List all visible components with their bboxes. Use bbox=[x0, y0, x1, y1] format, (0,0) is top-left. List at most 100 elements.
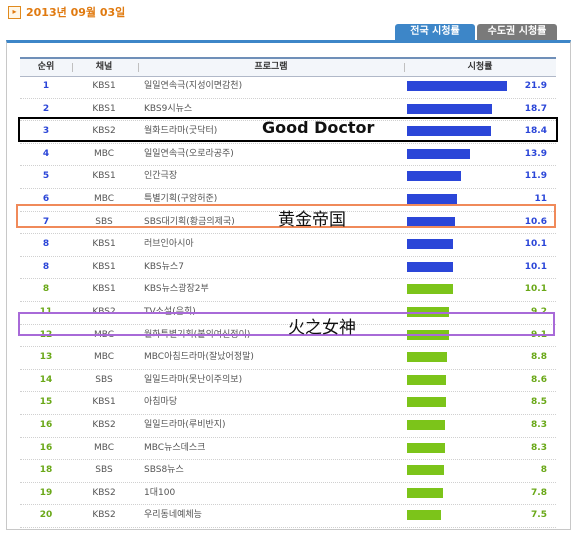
table-row: 15 KBS1 아침마당 8.5 bbox=[20, 392, 556, 415]
channel-cell: KBS1 bbox=[92, 239, 116, 250]
rating-bar bbox=[407, 193, 458, 204]
channel-cell: KBS1 bbox=[92, 397, 116, 408]
table-row: 16 MBC MBC뉴스데스크 8.3 bbox=[20, 438, 556, 461]
rating-value: 10.1 bbox=[524, 261, 547, 272]
rating-value: 8 bbox=[540, 465, 547, 476]
channel-cell: KBS1 bbox=[92, 171, 116, 182]
program-cell: KBS9시뉴스 bbox=[144, 103, 193, 114]
channel-cell: KBS1 bbox=[92, 261, 116, 272]
rank-cell: 2 bbox=[42, 103, 50, 114]
channel-cell: KBS2 bbox=[92, 419, 116, 430]
table-row: 18 SBS SBS8뉴스 8 bbox=[20, 460, 556, 483]
rating-value: 8.3 bbox=[531, 419, 547, 430]
table-row: 2 KBS1 KBS9시뉴스 18.7 bbox=[20, 99, 556, 122]
rank-cell: 16 bbox=[39, 419, 53, 430]
table-row: 8 KBS1 KBS뉴스광장2부 10.1 bbox=[20, 279, 556, 302]
annotation-label: Good Doctor bbox=[262, 118, 375, 138]
rank-cell: 13 bbox=[39, 352, 53, 363]
rank-cell: 7 bbox=[42, 216, 50, 227]
program-cell: SBS대기획(황금의제국) bbox=[144, 216, 235, 227]
rating-bar bbox=[407, 442, 445, 453]
rank-cell: 19 bbox=[39, 487, 53, 498]
rating-bar bbox=[407, 419, 445, 430]
table-row: 14 SBS 일일드라마(못난이주의보) 8.6 bbox=[20, 370, 556, 393]
rating-bar bbox=[407, 148, 471, 159]
rating-value: 10.1 bbox=[524, 239, 547, 250]
rating-value: 10.6 bbox=[524, 216, 547, 227]
program-cell: 1대100 bbox=[144, 487, 176, 498]
channel-cell: KBS1 bbox=[92, 81, 116, 91]
program-cell: SBS8뉴스 bbox=[144, 465, 184, 476]
rating-bar bbox=[407, 284, 454, 295]
column-header-program: 프로그램 bbox=[254, 62, 288, 72]
channel-cell: MBC bbox=[93, 148, 115, 159]
rank-cell: 8 bbox=[42, 284, 50, 295]
program-cell: 일일드라마(루비반지) bbox=[144, 419, 226, 430]
table-row: 16 KBS2 일일드라마(루비반지) 8.3 bbox=[20, 415, 556, 438]
rating-value: 8.3 bbox=[531, 442, 547, 453]
table-row: 1 KBS1 일일연속극(지성이면감천) 21.9 bbox=[20, 76, 556, 99]
rank-cell: 8 bbox=[42, 239, 50, 250]
rank-cell: 18 bbox=[39, 465, 53, 476]
tab-capital-area-ratings[interactable]: 수도권 시청률 bbox=[477, 24, 557, 40]
channel-cell: KBS1 bbox=[92, 284, 116, 295]
rating-bar bbox=[407, 261, 454, 272]
rating-bar bbox=[407, 352, 448, 363]
rank-cell: 6 bbox=[42, 193, 50, 204]
table-row: 6 MBC 특별기획(구암허준) 11 bbox=[20, 189, 556, 212]
rating-bar bbox=[407, 397, 446, 408]
table-row: 13 MBC MBC아침드라마(잘났어정말) 8.8 bbox=[20, 347, 556, 370]
tab-bar: 전국 시청률 수도권 시청률 bbox=[395, 24, 559, 40]
channel-cell: SBS bbox=[95, 465, 113, 476]
program-cell: 일일연속극(지성이면감천) bbox=[144, 81, 243, 91]
rank-cell: 8 bbox=[42, 261, 50, 272]
rank-cell: 5 bbox=[42, 171, 50, 182]
rating-bar bbox=[407, 171, 462, 182]
column-header-channel: 채널 bbox=[95, 62, 113, 72]
annotation-box bbox=[18, 117, 558, 142]
program-cell: MBC뉴스데스크 bbox=[144, 442, 206, 453]
table-row: 5 KBS1 인간극장 11.9 bbox=[20, 166, 556, 189]
program-cell: 월화드라마(굿닥터) bbox=[144, 126, 218, 137]
channel-cell: MBC bbox=[93, 193, 115, 204]
rating-bar bbox=[407, 510, 442, 521]
annotation-box bbox=[16, 203, 556, 229]
table-row: 19 KBS2 1대100 7.8 bbox=[20, 483, 556, 506]
channel-cell: KBS2 bbox=[92, 126, 116, 137]
channel-cell: KBS2 bbox=[92, 510, 116, 521]
annotation-box bbox=[18, 311, 555, 337]
date-label: 2013년 09월 03일 bbox=[26, 6, 126, 19]
rating-value: 11.9 bbox=[524, 171, 547, 182]
tab-nationwide-ratings[interactable]: 전국 시청률 bbox=[395, 24, 475, 40]
program-cell: 아침마당 bbox=[144, 397, 178, 408]
table-row: 8 KBS1 러브인아시아 10.1 bbox=[20, 234, 556, 257]
chevron-right-icon[interactable]: ▸ bbox=[8, 5, 21, 19]
table-row: 3 KBS2 월화드라마(굿닥터) 18.4 bbox=[20, 121, 556, 144]
rating-value: 18.7 bbox=[524, 103, 547, 114]
rating-value: 13.9 bbox=[524, 148, 547, 159]
date-bar: ▸ 2013년 09월 03일 bbox=[8, 4, 125, 20]
table-row: 4 MBC 일일연속극(오로라공주) 13.9 bbox=[20, 144, 556, 167]
rating-bar bbox=[407, 487, 443, 498]
rating-value: 18.4 bbox=[524, 126, 547, 137]
rating-bar bbox=[407, 216, 456, 227]
rating-value: 8.6 bbox=[531, 374, 547, 385]
program-cell: 일일연속극(오로라공주) bbox=[144, 148, 234, 159]
rating-value: 7.8 bbox=[531, 487, 547, 498]
rank-cell: 4 bbox=[42, 148, 50, 159]
rating-bar bbox=[407, 465, 444, 476]
rating-value: 11 bbox=[534, 193, 547, 204]
program-cell: 인간극장 bbox=[144, 171, 178, 182]
rating-value: 10.1 bbox=[524, 284, 547, 295]
program-cell: KBS뉴스광장2부 bbox=[144, 284, 209, 295]
rating-bar bbox=[407, 126, 492, 137]
table-header: 순위 채널 프로그램 시청률 bbox=[20, 57, 556, 77]
annotation-label: 黄金帝国 bbox=[278, 209, 346, 230]
program-cell: 일일드라마(못난이주의보) bbox=[144, 374, 243, 385]
rating-bar bbox=[407, 81, 507, 91]
rank-cell: 3 bbox=[42, 126, 50, 137]
rank-cell: 20 bbox=[39, 510, 53, 521]
rank-cell: 15 bbox=[39, 397, 53, 408]
rating-bar bbox=[407, 103, 493, 114]
rating-bar bbox=[407, 374, 447, 385]
